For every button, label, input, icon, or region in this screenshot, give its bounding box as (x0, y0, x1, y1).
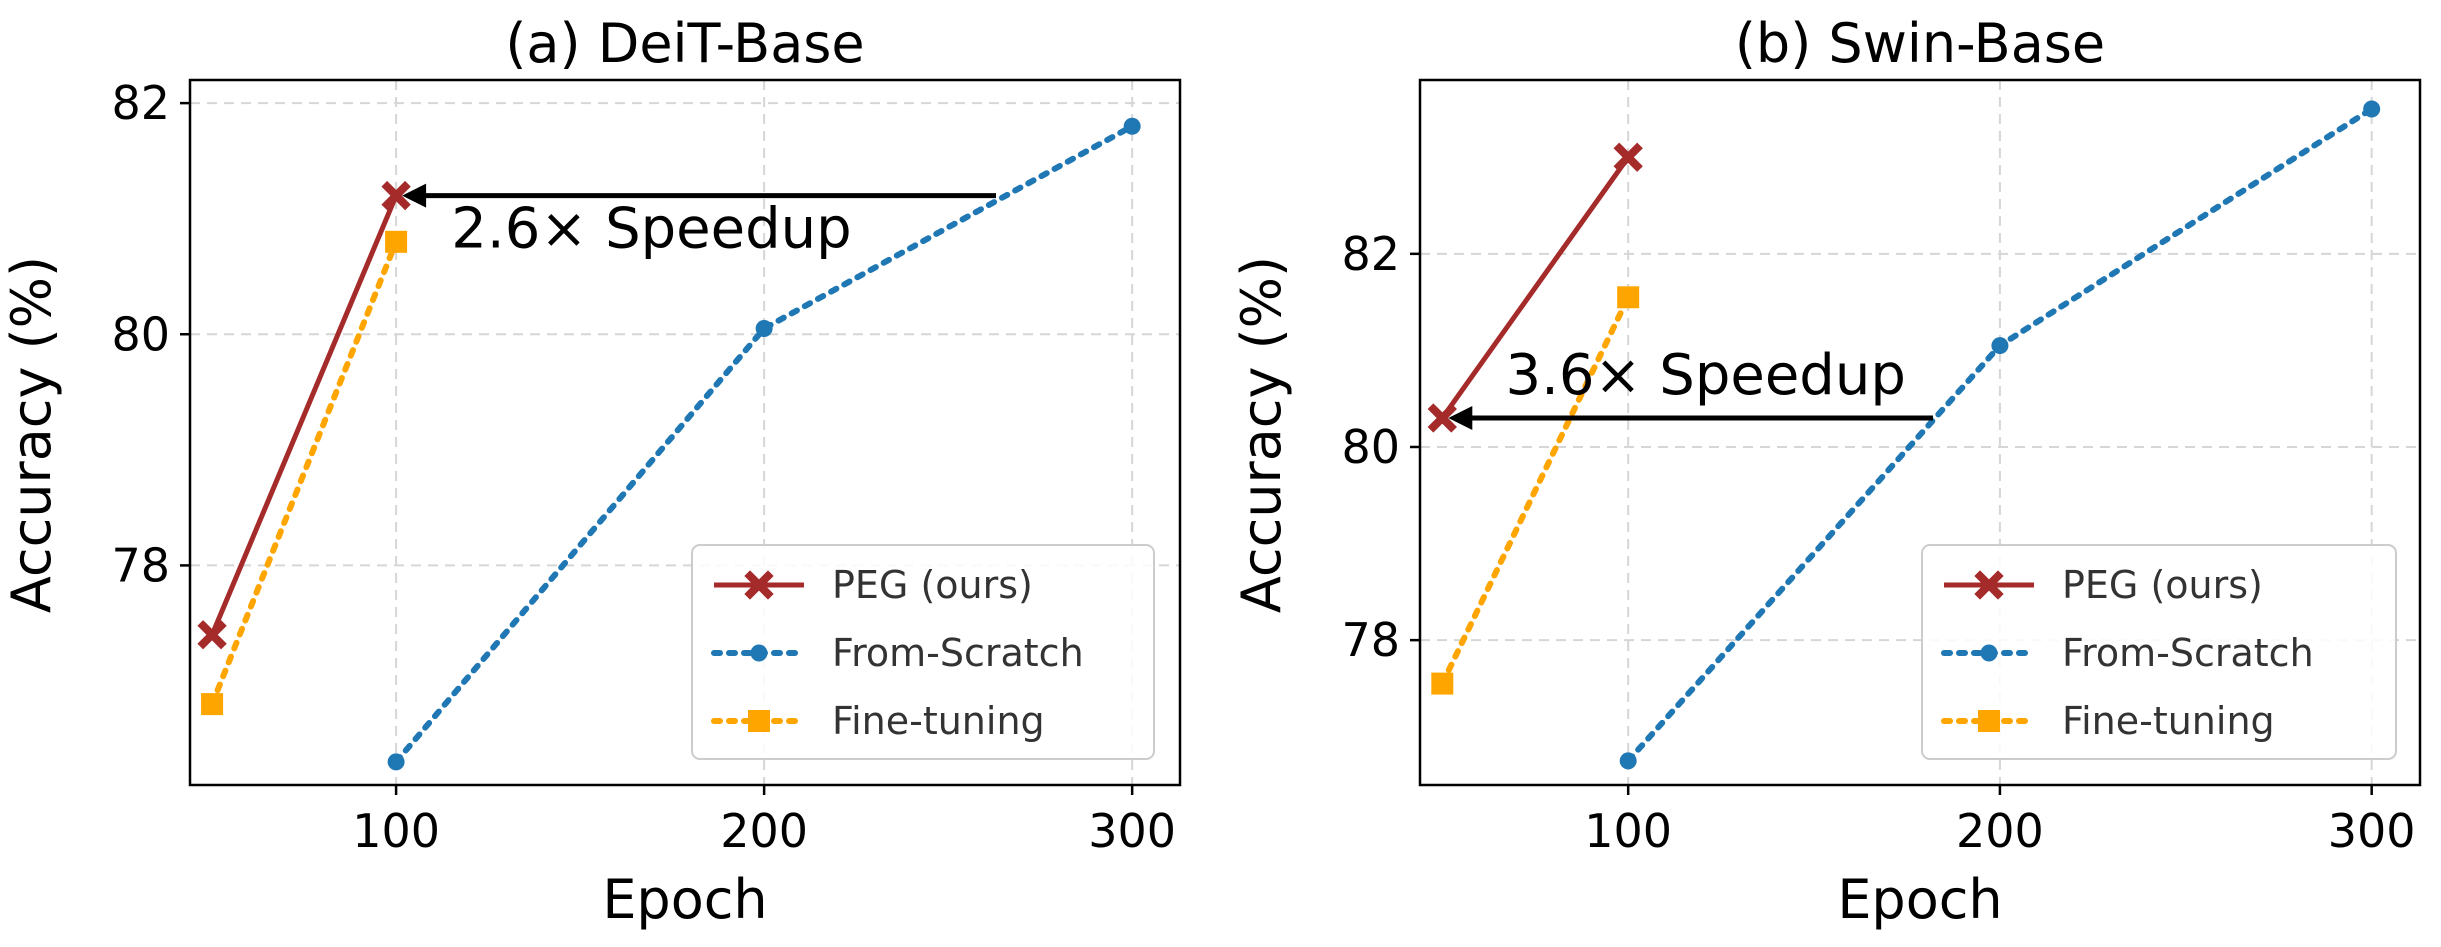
x-tick-label: 300 (1088, 804, 1176, 858)
data-point (201, 693, 224, 716)
legend: PEG (ours) From-Scratch Fine-tuning (1921, 544, 2397, 760)
x-tick-label: 100 (352, 804, 440, 858)
legend-swatch-marker (1974, 570, 2004, 600)
y-tick-label: 78 (111, 538, 170, 592)
panel-title: (a) DeiT-Base (505, 12, 864, 75)
x-tick-label: 100 (1584, 804, 1672, 858)
x-tick-label: 200 (1956, 804, 2044, 858)
legend-label: Fine-tuning (2062, 699, 2275, 743)
series-line-3 (209, 238, 400, 708)
data-point (1619, 752, 1637, 770)
data-point (387, 753, 405, 771)
y-axis-label: Accuracy (%) (0, 256, 63, 613)
x-axis-label: Epoch (1837, 868, 2002, 931)
legend-swatch-marker (750, 644, 768, 662)
data-point (1617, 286, 1640, 309)
data-point (385, 230, 408, 253)
legend-box (691, 544, 1155, 760)
legend: PEG (ours) From-Scratch Fine-tuning (691, 544, 1155, 760)
legend-box (1921, 544, 2397, 760)
data-point (1427, 403, 1457, 433)
data-point (1613, 142, 1643, 172)
speedup-arrow-head (402, 183, 427, 208)
speedup-annotation: 3.6× Speedup (1506, 343, 1906, 408)
data-point (1431, 672, 1454, 695)
data-point (197, 620, 227, 650)
legend-label: Fine-tuning (832, 699, 1045, 743)
series-line-1 (209, 194, 399, 636)
chart-panel-2: 3.6× Speedup 100 200 300 78 80 82 Epoch Accuracy… (1230, 12, 2422, 931)
legend-label: PEG (ours) (2062, 563, 2263, 607)
legend-label: From-Scratch (2062, 631, 2314, 675)
legend-swatch-marker (748, 710, 770, 732)
series-line-1 (1440, 155, 1631, 420)
x-axis-label: Epoch (602, 868, 767, 931)
x-tick-label: 300 (2328, 804, 2416, 858)
y-tick-label: 80 (1341, 420, 1400, 474)
legend-label: From-Scratch (832, 631, 1084, 675)
data-point (381, 180, 411, 211)
data-point (755, 319, 773, 337)
legend-swatch-marker (1980, 644, 1998, 662)
legend-swatch-marker (744, 570, 774, 600)
series-line-3 (1439, 294, 1632, 687)
y-tick-label: 82 (111, 76, 170, 130)
legend-label: PEG (ours) (832, 563, 1033, 607)
data-point (1123, 117, 1141, 135)
data-point (2363, 100, 2381, 118)
chart-panel-1: 2.6× Speedup 100 200 300 78 80 82 Epoch Accuracy… (0, 12, 1182, 931)
legend-swatch-marker (1978, 710, 2000, 732)
axes-frame (188, 78, 1182, 787)
panel-title: (b) Swin-Base (1735, 12, 2105, 75)
speedup-arrow-head (1448, 406, 1473, 431)
speedup-annotation: 2.6× Speedup (451, 197, 851, 262)
y-tick-label: 80 (111, 307, 170, 361)
y-tick-label: 78 (1341, 613, 1400, 667)
y-tick-label: 82 (1341, 227, 1400, 281)
x-tick-label: 200 (720, 804, 808, 858)
y-axis-label: Accuracy (%) (1230, 256, 1293, 613)
data-point (1991, 337, 2009, 355)
axes-frame (1418, 78, 2422, 787)
